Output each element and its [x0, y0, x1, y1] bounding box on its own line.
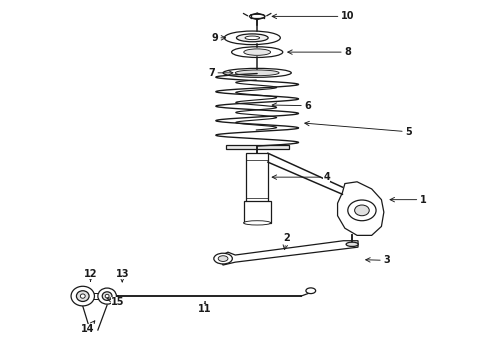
Ellipse shape [249, 14, 265, 18]
Ellipse shape [102, 292, 112, 300]
Ellipse shape [80, 294, 85, 298]
Text: 7: 7 [208, 68, 233, 78]
Ellipse shape [346, 242, 358, 247]
Ellipse shape [244, 49, 270, 55]
Text: 4: 4 [272, 172, 330, 182]
Ellipse shape [348, 200, 376, 221]
Ellipse shape [355, 205, 369, 216]
Text: 2: 2 [283, 233, 290, 249]
Text: 6: 6 [272, 101, 311, 111]
Polygon shape [218, 241, 358, 265]
Polygon shape [338, 182, 384, 235]
Bar [244, 202, 271, 223]
Text: 5: 5 [305, 121, 412, 137]
Text: 11: 11 [198, 302, 212, 314]
Bar [225, 145, 289, 149]
Ellipse shape [71, 286, 95, 306]
Text: 12: 12 [84, 269, 98, 282]
Text: 10: 10 [272, 12, 354, 21]
Text: 13: 13 [116, 269, 129, 282]
Ellipse shape [218, 256, 228, 261]
Ellipse shape [223, 68, 291, 77]
Text: 3: 3 [366, 255, 390, 265]
Ellipse shape [244, 221, 271, 225]
Ellipse shape [214, 253, 232, 264]
Ellipse shape [224, 31, 280, 45]
Text: 9: 9 [211, 33, 225, 43]
Ellipse shape [76, 291, 89, 301]
Ellipse shape [237, 34, 268, 42]
Text: 15: 15 [107, 297, 124, 307]
Ellipse shape [245, 36, 260, 40]
Text: 8: 8 [288, 47, 351, 57]
Ellipse shape [105, 294, 109, 298]
Ellipse shape [98, 288, 116, 304]
Bar [246, 153, 268, 203]
Ellipse shape [235, 70, 279, 76]
Text: 1: 1 [390, 195, 426, 204]
Ellipse shape [306, 288, 316, 294]
Text: 14: 14 [81, 321, 95, 334]
Ellipse shape [232, 47, 283, 58]
